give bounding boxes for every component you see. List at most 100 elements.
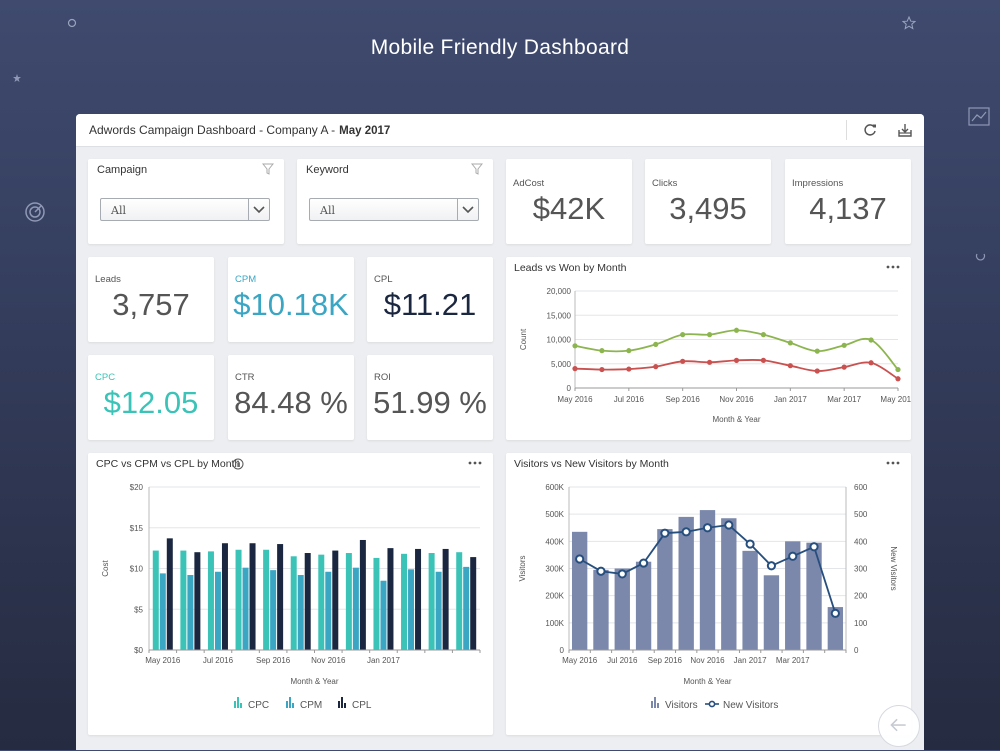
x-tick-label: Jan 2017 bbox=[734, 656, 767, 665]
bar-visitors bbox=[699, 510, 716, 650]
x-tick-label: Sep 2016 bbox=[648, 656, 683, 665]
page-title: Mobile Friendly Dashboard bbox=[370, 36, 630, 59]
kpi-cpl-value: $11.21 bbox=[383, 287, 477, 322]
visitors-chart: 0 100K 200K 300K 400K 500K 600K 0 100 200 300 400 50… bbox=[518, 483, 898, 711]
data-point bbox=[706, 359, 713, 365]
more-options-icon[interactable] bbox=[886, 265, 900, 269]
cost-chart-title: CPC vs CPM vs CPL by Month bbox=[96, 458, 241, 470]
bar-cpl bbox=[415, 548, 422, 650]
bar-cpc bbox=[373, 557, 380, 650]
filter-icon[interactable] bbox=[262, 163, 274, 175]
info-icon[interactable] bbox=[232, 458, 244, 470]
kpi-clicks-label: Clicks bbox=[652, 178, 678, 189]
y-tick-label: 200K bbox=[545, 592, 564, 601]
bar-cpl bbox=[387, 548, 394, 650]
bar-visitors bbox=[678, 516, 694, 650]
bar-visitors bbox=[785, 541, 801, 650]
y-tick-label: $10 bbox=[130, 565, 144, 574]
legend-swatch bbox=[654, 697, 656, 708]
campaign-filter-label: Campaign bbox=[97, 164, 148, 176]
bar-cpc bbox=[401, 553, 408, 650]
legend-swatch bbox=[234, 701, 236, 708]
bar-cpl bbox=[359, 539, 366, 650]
campaign-select[interactable]: All bbox=[100, 198, 270, 221]
kpi-cpc-value: $12.05 bbox=[103, 385, 199, 420]
y-tick-label: 600K bbox=[545, 483, 564, 492]
y-tick-label: 20,000 bbox=[547, 287, 572, 296]
bar-cpl bbox=[221, 543, 228, 650]
bar-cpl bbox=[304, 553, 311, 650]
kpi-ctr-label: CTR bbox=[235, 372, 255, 383]
bar-cpc bbox=[428, 553, 435, 650]
leads-won-chart-card: Leads vs Won by Month 0 5,000 10,000 15,000… bbox=[506, 257, 911, 440]
arrow-left-icon bbox=[890, 718, 906, 732]
data-point bbox=[599, 348, 605, 354]
filter-icon[interactable] bbox=[471, 163, 483, 175]
more-options-icon[interactable] bbox=[468, 461, 482, 465]
data-point bbox=[724, 520, 734, 530]
kpi-cpm-value: $10.18K bbox=[233, 287, 349, 322]
bar-cpm bbox=[187, 575, 194, 650]
export-icon[interactable] bbox=[896, 121, 914, 139]
y-tick-label: $20 bbox=[130, 483, 144, 492]
bar-cpc bbox=[290, 556, 297, 650]
bar-cpm bbox=[408, 569, 415, 650]
kpi-leads-card: Leads 3,757 bbox=[88, 257, 214, 342]
kpi-adcost-label: AdCost bbox=[513, 178, 545, 189]
bar-visitors bbox=[593, 569, 609, 650]
y-tick-label: 300K bbox=[545, 565, 564, 574]
data-point bbox=[575, 554, 585, 564]
visitors-chart-title: Visitors vs New Visitors by Month bbox=[514, 458, 669, 470]
bar-cpm bbox=[380, 580, 387, 650]
data-point bbox=[660, 528, 670, 538]
data-point bbox=[787, 340, 793, 346]
refresh-icon[interactable] bbox=[861, 121, 879, 139]
y-axis-label: Count bbox=[519, 328, 528, 350]
y-tick-label: 0 bbox=[560, 646, 565, 655]
data-point bbox=[596, 566, 606, 576]
star-small-decoration-icon bbox=[13, 74, 21, 82]
bar-cpm bbox=[214, 571, 221, 650]
kpi-leads-value: 3,757 bbox=[112, 287, 190, 322]
more-options-icon[interactable] bbox=[886, 461, 900, 465]
data-point bbox=[706, 332, 713, 338]
bar-cpm bbox=[463, 566, 470, 650]
legend-label-visitors: Visitors bbox=[665, 700, 698, 711]
kpi-cpl-label: CPL bbox=[374, 274, 393, 285]
data-point bbox=[653, 364, 659, 370]
data-point bbox=[787, 363, 793, 369]
chevron-down-icon[interactable] bbox=[248, 199, 269, 220]
bar-cpl bbox=[249, 543, 256, 650]
bar-visitors bbox=[571, 531, 588, 650]
data-point bbox=[895, 376, 901, 382]
kpi-roi-value: 51.99 % bbox=[373, 385, 487, 420]
data-point bbox=[572, 366, 578, 372]
campaign-select-value: All bbox=[111, 204, 126, 217]
keyword-filter-label: Keyword bbox=[306, 164, 349, 176]
keyword-select[interactable]: All bbox=[309, 198, 479, 221]
y2-tick-label: 400 bbox=[854, 537, 868, 546]
data-point bbox=[745, 539, 755, 549]
x-tick-label: Nov 2016 bbox=[690, 656, 725, 665]
legend-swatch bbox=[237, 697, 239, 708]
data-point bbox=[702, 523, 713, 533]
bar-cpm bbox=[159, 573, 166, 650]
bar-cpl bbox=[277, 544, 284, 650]
chevron-down-icon[interactable] bbox=[457, 199, 478, 220]
kpi-clicks-card: Clicks 3,495 bbox=[645, 159, 771, 244]
kpi-ctr-card: CTR 84.48 % bbox=[228, 355, 354, 440]
y-tick-label: 0 bbox=[567, 384, 572, 393]
data-point bbox=[626, 348, 632, 354]
y2-tick-label: 100 bbox=[854, 619, 868, 628]
x-tick-label: May 2016 bbox=[145, 656, 181, 665]
x-tick-label: May 2017 bbox=[880, 395, 911, 404]
kpi-cpl-card: CPL $11.21 bbox=[367, 257, 493, 342]
bar-cpc bbox=[456, 552, 463, 650]
campaign-filter-card: Campaign All bbox=[88, 159, 284, 244]
x-tick-label: Jul 2016 bbox=[614, 395, 645, 404]
x-tick-label: Jan 2017 bbox=[367, 656, 400, 665]
x-tick-label: Nov 2016 bbox=[311, 656, 346, 665]
back-button[interactable] bbox=[878, 705, 920, 747]
bar-cpc bbox=[235, 549, 242, 650]
pie-decoration-icon bbox=[25, 202, 45, 222]
